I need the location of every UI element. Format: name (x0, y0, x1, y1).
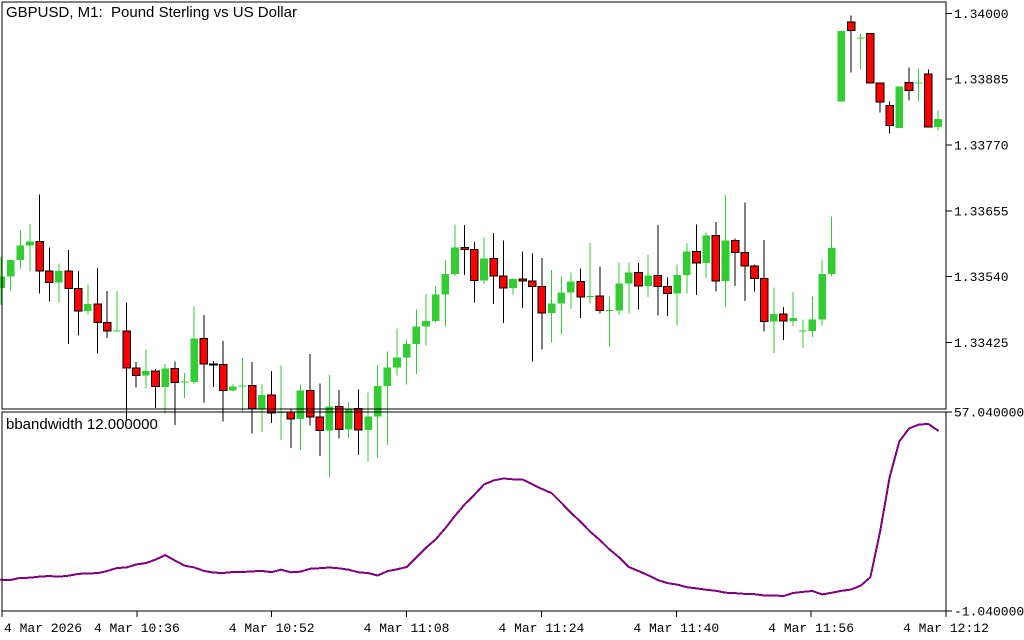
svg-text:1.33885: 1.33885 (954, 73, 1009, 88)
svg-text:4 Mar 11:40: 4 Mar 11:40 (633, 621, 719, 636)
svg-text:4 Mar 12:12: 4 Mar 12:12 (903, 621, 989, 636)
svg-text:4 Mar 11:56: 4 Mar 11:56 (768, 621, 854, 636)
svg-text:4 Mar 10:52: 4 Mar 10:52 (229, 621, 315, 636)
svg-text:-1.040000: -1.040000 (954, 605, 1024, 620)
svg-text:4 Mar 2026: 4 Mar 2026 (4, 621, 82, 636)
svg-text:4 Mar 10:36: 4 Mar 10:36 (94, 621, 180, 636)
svg-text:1.33540: 1.33540 (954, 270, 1009, 285)
svg-text:1.33425: 1.33425 (954, 336, 1009, 351)
svg-text:1.33770: 1.33770 (954, 138, 1009, 153)
svg-text:1.33655: 1.33655 (954, 204, 1009, 219)
svg-text:4 Mar 11:08: 4 Mar 11:08 (364, 621, 450, 636)
svg-text:1.34000: 1.34000 (954, 7, 1009, 22)
svg-text:4 Mar 11:24: 4 Mar 11:24 (499, 621, 585, 636)
svg-text:57.040000: 57.040000 (954, 406, 1024, 421)
